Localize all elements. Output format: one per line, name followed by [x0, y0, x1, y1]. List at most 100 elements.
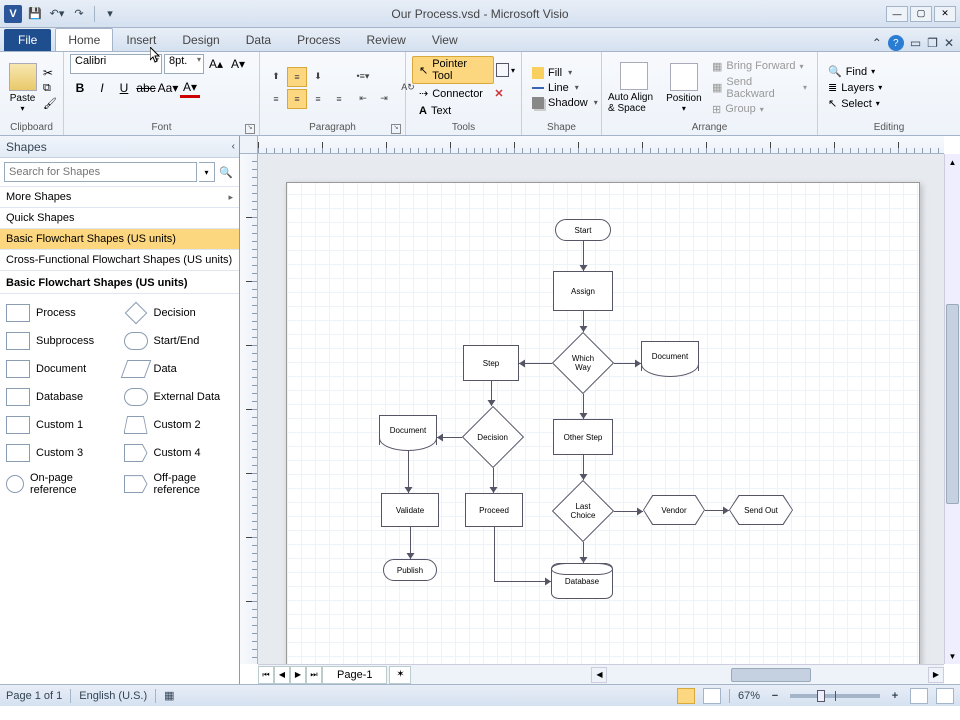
grow-font-icon[interactable]: A▴ [206, 54, 226, 74]
font-color-button[interactable]: A▾ [180, 78, 200, 98]
shape-master-document[interactable]: Document [4, 356, 118, 382]
find-button[interactable]: 🔍Find▾ [824, 64, 886, 79]
scroll-down-icon[interactable]: ▼ [945, 648, 960, 664]
tab-file[interactable]: File [4, 29, 51, 51]
flowchart-node-other[interactable]: Other Step [553, 419, 613, 455]
page-nav-next[interactable]: ▶ [290, 666, 306, 684]
align-middle-button[interactable]: ≡ [287, 67, 307, 87]
zoom-level[interactable]: 67% [738, 690, 760, 702]
layers-button[interactable]: ≣Layers▾ [824, 80, 886, 95]
increase-indent-button[interactable]: ⇥ [374, 89, 394, 109]
shape-master-custom-1[interactable]: Custom 1 [4, 412, 118, 438]
flowchart-node-sendout[interactable]: Send Out [729, 495, 793, 525]
drawing-page[interactable]: StartAssignWhich WayStepDocumentDecision… [286, 182, 920, 664]
cut-icon[interactable]: ✂ [43, 66, 57, 80]
font-name-select[interactable]: Calibri [70, 54, 162, 74]
flowchart-node-assign[interactable]: Assign [553, 271, 613, 311]
align-justify-button[interactable]: ≡ [329, 89, 349, 109]
save-icon[interactable]: 💾 [26, 5, 44, 23]
horizontal-scrollbar[interactable]: ◀ ▶ [591, 667, 944, 683]
flowchart-node-dec2[interactable]: Decision [462, 406, 524, 468]
scroll-up-icon[interactable]: ▲ [945, 154, 960, 170]
zoom-slider[interactable] [790, 694, 880, 698]
bold-button[interactable]: B [70, 78, 90, 98]
font-dialog-launcher[interactable]: ↘ [245, 124, 255, 134]
view-normal-button[interactable] [677, 688, 695, 704]
page-tab-1[interactable]: Page-1 [322, 666, 387, 684]
zoom-out-button[interactable]: − [768, 689, 782, 703]
qat-dropdown-icon[interactable]: ▾ [101, 5, 119, 23]
flowchart-node-database[interactable]: Database [551, 563, 613, 599]
underline-button[interactable]: U [114, 78, 134, 98]
pan-zoom-button[interactable] [936, 688, 954, 704]
bring-forward-button[interactable]: ▦Bring Forward▾ [708, 59, 811, 74]
paste-button[interactable]: Paste ▾ [6, 63, 39, 113]
bullets-button[interactable]: •≡▾ [353, 67, 373, 87]
minimize-ribbon-icon[interactable]: ⌃ [872, 36, 882, 50]
scroll-right-icon[interactable]: ▶ [928, 667, 944, 683]
stencil-basic-flowchart[interactable]: Basic Flowchart Shapes (US units) [0, 229, 239, 250]
copy-icon[interactable]: ⧉ [43, 82, 57, 95]
auto-align-button[interactable]: Auto Align & Space [608, 62, 660, 114]
fill-button[interactable]: Fill▾ [528, 66, 602, 80]
flowchart-node-validate[interactable]: Validate [381, 493, 439, 527]
view-fullscreen-button[interactable] [703, 688, 721, 704]
shapes-collapse-icon[interactable]: ‹ [232, 141, 235, 152]
more-shapes-item[interactable]: More Shapes▸ [0, 187, 239, 208]
shape-master-custom-2[interactable]: Custom 2 [122, 412, 236, 438]
flowchart-node-doc2[interactable]: Document [379, 415, 437, 445]
vscroll-thumb[interactable] [946, 304, 959, 504]
shape-master-start-end[interactable]: Start/End [122, 328, 236, 354]
macro-record-icon[interactable]: ▦ [164, 689, 174, 702]
stencil-cross-functional[interactable]: Cross-Functional Flowchart Shapes (US un… [0, 250, 239, 271]
shrink-font-icon[interactable]: A▾ [228, 54, 248, 74]
decrease-indent-button[interactable]: ⇤ [353, 89, 373, 109]
flowchart-node-doc1[interactable]: Document [641, 341, 699, 371]
zoom-in-button[interactable]: + [888, 689, 902, 703]
flowchart-node-step[interactable]: Step [463, 345, 519, 381]
redo-icon[interactable]: ↷ [70, 5, 88, 23]
maximize-button[interactable]: ▢ [910, 6, 932, 22]
group-button[interactable]: ⊞Group▾ [708, 102, 811, 117]
line-button[interactable]: Line▾ [528, 81, 602, 95]
connection-point-tool-button[interactable]: ✕ [492, 87, 506, 101]
flowchart-node-which[interactable]: Which Way [552, 332, 614, 394]
new-page-tab[interactable]: ✶ [389, 666, 411, 684]
shadow-button[interactable]: Shadow▾ [528, 96, 602, 110]
scroll-left-icon[interactable]: ◀ [591, 667, 607, 683]
flowchart-node-last[interactable]: Last Choice [552, 480, 614, 542]
quick-shapes-item[interactable]: Quick Shapes [0, 208, 239, 229]
minimize-button[interactable]: — [886, 6, 908, 22]
connector[interactable] [494, 527, 495, 581]
format-painter-icon[interactable]: 🖌 [43, 97, 57, 110]
page-nav-prev[interactable]: ◀ [274, 666, 290, 684]
tab-data[interactable]: Data [233, 28, 284, 51]
close-button[interactable]: ✕ [934, 6, 956, 22]
tab-home[interactable]: Home [55, 28, 113, 51]
tab-design[interactable]: Design [169, 28, 232, 51]
align-top-button[interactable]: ⬆ [266, 67, 286, 87]
shape-master-custom-4[interactable]: Custom 4 [122, 440, 236, 466]
align-bottom-button[interactable]: ⬇ [308, 67, 328, 87]
flowchart-node-proceed[interactable]: Proceed [465, 493, 523, 527]
position-button[interactable]: Position ▾ [664, 63, 704, 113]
rectangle-tool-icon[interactable] [496, 63, 509, 77]
font-size-select[interactable]: 8pt. [164, 54, 204, 74]
shapes-search-go-icon[interactable]: 🔍 [217, 162, 235, 182]
tab-view[interactable]: View [419, 28, 471, 51]
page-nav-first[interactable]: ⏮ [258, 666, 274, 684]
align-center-button[interactable]: ≡ [287, 89, 307, 109]
flowchart-node-vendor[interactable]: Vendor [643, 495, 705, 525]
change-case-button[interactable]: Aa▾ [158, 78, 178, 98]
align-right-button[interactable]: ≡ [308, 89, 328, 109]
tab-review[interactable]: Review [353, 28, 418, 51]
paragraph-dialog-launcher[interactable]: ↘ [391, 124, 401, 134]
vertical-scrollbar[interactable]: ▲ ▼ [944, 154, 960, 664]
flowchart-node-publish[interactable]: Publish [383, 559, 437, 581]
hscroll-thumb[interactable] [731, 668, 811, 682]
connector-tool-button[interactable]: ⇢Connector [412, 85, 490, 102]
strikethrough-button[interactable]: abc [136, 78, 156, 98]
help-icon[interactable]: ? [888, 35, 904, 51]
canvas-viewport[interactable]: StartAssignWhich WayStepDocumentDecision… [258, 154, 944, 664]
doc-close-icon[interactable]: ✕ [944, 36, 954, 50]
